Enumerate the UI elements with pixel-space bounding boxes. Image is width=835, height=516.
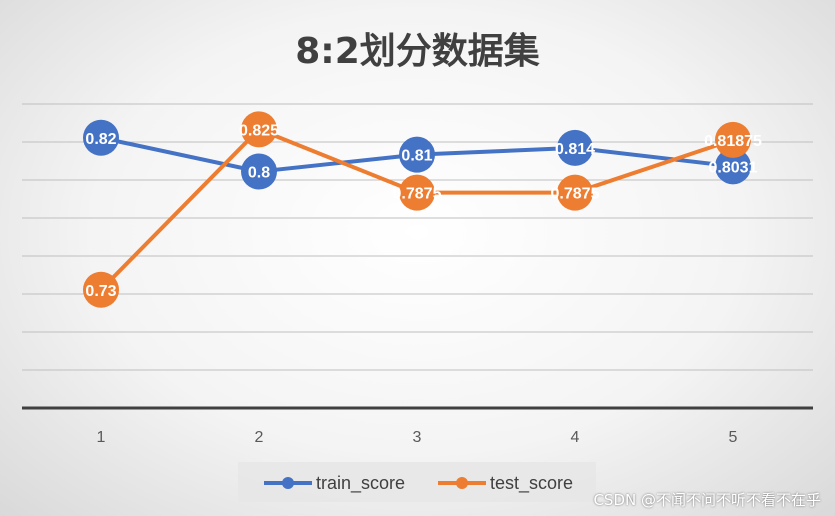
train_score-marker — [83, 119, 119, 156]
x-axis: 1 2 3 4 5 — [22, 406, 813, 446]
x-tick-label: 4 — [571, 429, 580, 446]
train_score-marker — [557, 129, 593, 166]
train_score-data-label: 0.8031 — [709, 159, 758, 176]
chart-title: 8:2划分数据集 — [295, 31, 540, 72]
legend-marker-test — [438, 477, 486, 489]
test_score-marker — [241, 111, 277, 148]
test_score-data-label: 0.73 — [85, 283, 116, 300]
test_score-marker — [399, 174, 435, 211]
legend-label-train: train_score — [316, 473, 406, 493]
test_score-marker — [557, 174, 593, 211]
legend-label-test: test_score — [490, 473, 574, 493]
watermark: CSDN @不闻不问不听不看不在乎 — [593, 491, 821, 509]
series-train_score: 0.82 0.8 0.81 0.814 0.8031 — [83, 119, 758, 190]
train_score-data-label: 0.814 — [555, 141, 595, 158]
train_score-marker — [241, 153, 277, 190]
train_score-data-label: 0.8 — [248, 165, 270, 182]
test_score-marker — [83, 271, 119, 308]
legend: train_score test_score — [238, 462, 596, 502]
test_score-data-label: 0.7875 — [393, 186, 442, 203]
x-tick-label: 1 — [97, 429, 106, 446]
x-tick-label: 5 — [729, 429, 738, 446]
test_score-data-label: 0.81875 — [704, 133, 762, 150]
series-test_score: 0.73 0.825 0.7875 0.7875 0.81875 — [83, 111, 762, 308]
legend-item-test: test_score — [438, 472, 588, 494]
legend-item-train: train_score — [264, 472, 414, 494]
test_score-data-label: 0.7875 — [551, 186, 600, 203]
x-tick-label: 2 — [255, 429, 264, 446]
x-tick-label: 3 — [413, 429, 422, 446]
test_score-data-label: 0.825 — [239, 122, 279, 139]
train_score-marker — [715, 148, 751, 185]
test_score-marker — [715, 121, 751, 158]
train_score-marker — [399, 136, 435, 173]
legend-marker-train — [264, 477, 312, 489]
train_score-data-label: 0.81 — [401, 148, 432, 165]
train_score-data-label: 0.82 — [85, 131, 116, 148]
